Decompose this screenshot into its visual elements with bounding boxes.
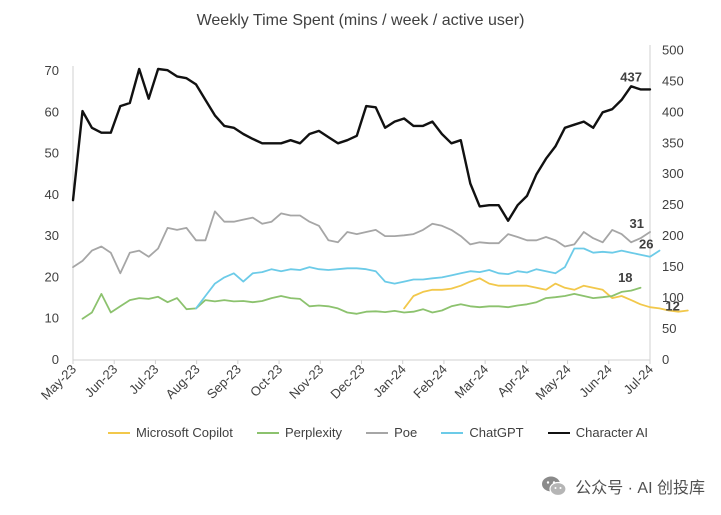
end-label-poe: 31 [630,216,644,231]
series-line-microsoft-copilot [403,277,689,313]
legend-label: Microsoft Copilot [136,425,233,440]
x-tick-label: Jun-23 [82,362,121,401]
x-tick-label: Jul-24 [620,362,656,398]
y-right-tick-label: 300 [662,166,684,181]
x-tick-label: Jun-24 [576,362,615,401]
y-right-tick-label: 400 [662,104,684,119]
legend-swatch [441,431,464,434]
x-tick-label: Dec-23 [327,362,367,402]
legend-label: Poe [394,425,418,440]
series-lines [71,67,689,320]
x-tick-label: Jul-23 [126,362,162,398]
series-line-chatgpt [195,247,661,310]
end-label-perplexity: 18 [618,270,632,285]
x-tick-label: Jan-24 [370,362,409,401]
line-chart: 0 10 20 30 40 50 60 70 0 50 100 150 200 250 300 350 400 4… [38,42,689,403]
series-line-character-ai [71,67,652,222]
x-tick-label: May-23 [38,362,79,403]
x-tick-label: Oct-23 [247,362,285,400]
legend-swatch [547,431,570,434]
y-left-tick-label: 60 [45,104,59,119]
legend-item-poe: Poe [366,425,417,440]
legend-item-perplexity: Perplexity [256,425,343,440]
wechat-icon [542,476,567,497]
y-right-tick-label: 500 [662,42,684,57]
legend-item-chatgpt: ChatGPT [441,425,524,440]
legend-swatch [366,431,389,434]
end-label-microsoft-copilot: 12 [665,298,679,313]
x-tick-label: Sep-23 [204,362,244,402]
y-left-tick-label: 40 [45,187,59,202]
x-tick-label: Nov-23 [286,362,326,402]
y-right-tick-label: 350 [662,135,684,150]
legend-swatch [256,431,279,434]
x-tick-label: Aug-23 [163,362,203,402]
y-left-tick-label: 70 [45,63,59,78]
end-label-chatgpt: 26 [639,237,653,252]
series-line-poe [72,210,651,275]
legend: Microsoft Copilot Perplexity Poe ChatGPT Cha… [108,425,648,440]
legend-item-character-ai: Character AI [547,425,648,440]
y-right-tick-label: 100 [662,290,684,305]
end-label-character-ai: 437 [620,69,642,84]
y-right-tick-label: 0 [662,352,669,367]
legend-label: ChatGPT [469,425,524,440]
y-left-tick-label: 0 [52,352,59,367]
series-line-perplexity [81,286,642,320]
x-tick-label: Mar-24 [452,362,492,402]
y-right-tick-label: 250 [662,197,684,212]
watermark-text: 公众号 · AI 创投库 [575,480,705,497]
y-right-tick-label: 200 [662,228,684,243]
legend-label: Character AI [575,425,648,440]
legend-label: Perplexity [284,425,343,440]
chart-title: Weekly Time Spent (mins / week / active … [196,12,525,29]
legend-swatch [108,431,130,434]
x-tick-label: Apr-24 [494,362,532,400]
end-labels: 12 18 31 26 437 [618,69,680,313]
x-tick-label: Feb-24 [410,362,450,402]
y-left-tick-label: 30 [45,228,59,243]
y-left-tick-label: 50 [45,146,59,161]
y-right-tick-label: 150 [662,259,684,274]
y-right-tick-label: 450 [662,73,684,88]
y-right-tick-label: 50 [662,321,676,336]
y-left-tick-label: 10 [45,311,59,326]
legend-item-microsoft-copilot: Microsoft Copilot [108,425,233,440]
y-left-tick-label: 20 [45,269,59,284]
axes: 0 10 20 30 40 50 60 70 0 50 100 150 200 250 300 350 400 4… [38,42,684,402]
x-tick-label: May-24 [532,362,573,403]
watermark: 公众号 · AI 创投库 [541,474,705,498]
